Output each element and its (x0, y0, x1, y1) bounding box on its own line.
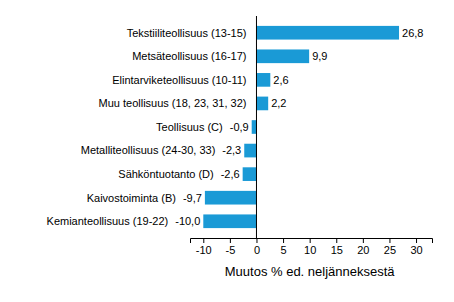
tick-label: 0 (254, 244, 260, 256)
data-label: 2,2 (271, 97, 286, 109)
hbar (244, 144, 256, 158)
hbar (252, 120, 257, 134)
category-label: Tekstiiliteollisuus (13-15) (127, 27, 247, 39)
tick-label: 25 (384, 244, 396, 256)
hbar (243, 167, 257, 181)
tick-label: -10 (196, 244, 212, 256)
data-label: -9,7 (183, 192, 202, 204)
tick: 5 (281, 238, 287, 256)
hbar (203, 214, 256, 228)
data-label: 9,9 (312, 50, 327, 62)
tick-label: 5 (281, 244, 287, 256)
hbar (256, 26, 399, 40)
tick-mark (230, 238, 231, 243)
tick: 25 (384, 238, 396, 256)
tick: 20 (357, 238, 369, 256)
category-label: Metsäteollisuus (16-17) (132, 50, 246, 62)
tick-mark (363, 238, 364, 243)
category-label: Muu teollisuus (18, 23, 31, 32) (98, 97, 246, 109)
category-label: Metalliteollisuus (24-30, 33) (81, 144, 216, 156)
tick-label: -5 (225, 244, 235, 256)
tick-label: 10 (304, 244, 316, 256)
zero-line (256, 16, 257, 238)
tick: 15 (331, 238, 343, 256)
x-axis-title: Muutos % ed. neljänneksestä (225, 264, 396, 279)
tick-mark (203, 238, 204, 243)
category-label: Sähköntuotanto (D) (118, 168, 213, 180)
data-label: 2,6 (273, 74, 288, 86)
tick-mark (389, 238, 390, 243)
data-label: -2,3 (222, 144, 241, 156)
chart: -10 -5 0 5 10 15 20 25 30 26,8 Tekstiiliteollisuus… (0, 0, 454, 302)
tick-mark (310, 238, 311, 243)
tick-mark (416, 238, 417, 243)
tick-label: 20 (357, 244, 369, 256)
tick: -10 (196, 238, 212, 256)
hbar (205, 191, 257, 205)
category-label: Kemianteollisuus (19-22) (47, 215, 169, 227)
labels: 26,8 Tekstiiliteollisuus (13-15) 9,9 Metsät… (47, 27, 424, 228)
tick-mark (336, 238, 337, 243)
tick-mark (256, 238, 257, 243)
category-label: Elintarviketeollisuus (10-11) (112, 74, 246, 86)
tick-label: 30 (410, 244, 422, 256)
hbar (256, 73, 270, 87)
data-label: -10,0 (175, 215, 200, 227)
data-label: 26,8 (402, 27, 423, 39)
x-axis-line (191, 239, 433, 244)
tick-label: 15 (331, 244, 343, 256)
tick: 10 (304, 238, 316, 256)
tick: 30 (410, 238, 422, 256)
tick: 0 (254, 238, 260, 256)
data-label: -2,6 (221, 168, 240, 180)
x-axis: -10 -5 0 5 10 15 20 25 30 (191, 238, 433, 256)
data-label: -0,9 (230, 121, 249, 133)
hbar (256, 97, 268, 111)
category-label: Teollisuus (C) (156, 121, 223, 133)
hbar (256, 49, 309, 63)
category-label: Kaivostoiminta (B) (87, 192, 176, 204)
tick: -5 (225, 238, 235, 256)
tick-mark (283, 238, 284, 243)
